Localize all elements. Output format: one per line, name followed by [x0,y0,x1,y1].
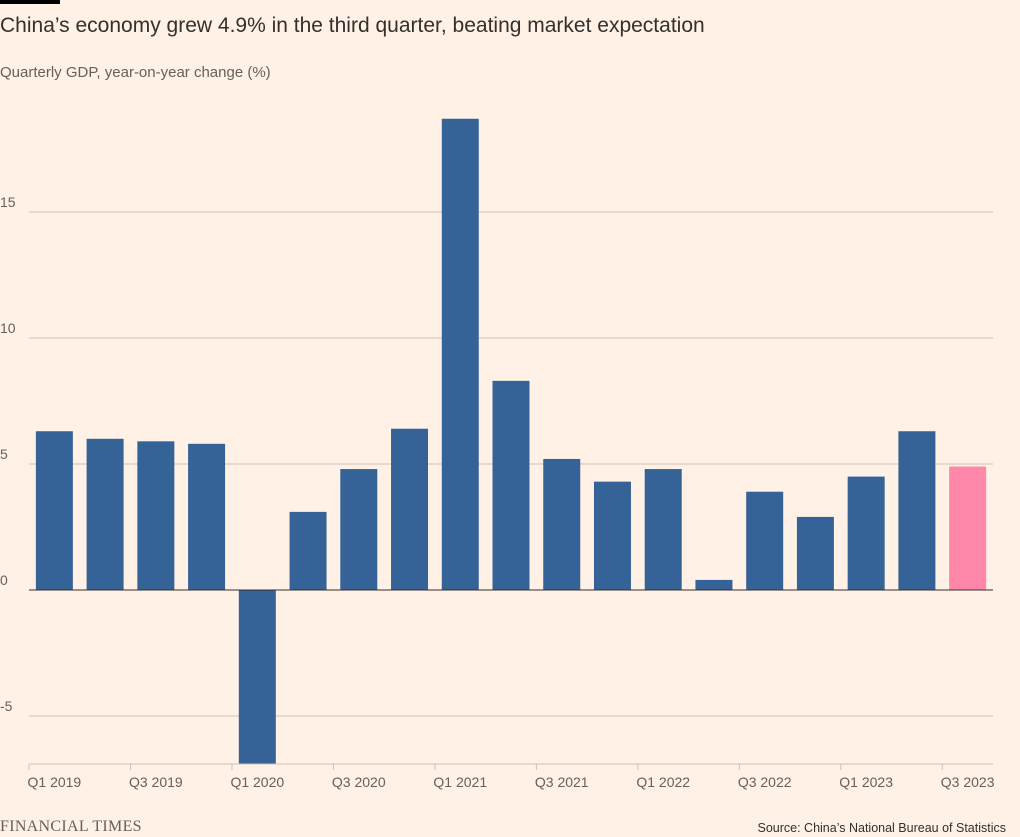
source-note: Source: China’s National Bureau of Stati… [757,821,1006,835]
bar [86,438,124,590]
bar [847,476,885,590]
x-tick-label: Q1 2022 [636,774,690,790]
bar [543,458,581,590]
bar [695,579,733,590]
x-tick-label: Q3 2023 [941,774,995,790]
bar [137,441,175,590]
x-tick-label: Q3 2021 [535,774,589,790]
y-tick-label: 10 [0,320,16,336]
bar [441,118,479,590]
bar [391,428,429,590]
bar [492,380,530,590]
x-tick-label: Q3 2019 [129,774,183,790]
x-tick-label: Q1 2021 [433,774,487,790]
bar [644,469,682,590]
bar [340,469,378,590]
bar [898,431,936,590]
bar [746,491,784,590]
y-tick-label: 5 [0,446,8,462]
bar [796,516,834,590]
x-tick-label: Q1 2019 [28,774,82,790]
bar [593,481,631,590]
y-tick-label: 0 [0,572,8,588]
y-tick-label: -5 [0,698,13,714]
bar [188,443,226,590]
brand-accent-bar [0,0,60,4]
x-tick-label: Q1 2020 [230,774,284,790]
x-tick-label: Q3 2022 [738,774,792,790]
bar [238,590,276,764]
publisher-logo: FINANCIAL TIMES [0,818,142,835]
y-tick-label: 15 [0,194,16,210]
x-tick-label: Q1 2023 [839,774,893,790]
chart-title: China’s economy grew 4.9% in the third q… [0,14,705,37]
x-tick-label: Q3 2020 [332,774,386,790]
chart-subtitle: Quarterly GDP, year-on-year change (%) [0,64,271,81]
bar [949,466,987,590]
bar [35,431,73,590]
bar [289,511,327,590]
